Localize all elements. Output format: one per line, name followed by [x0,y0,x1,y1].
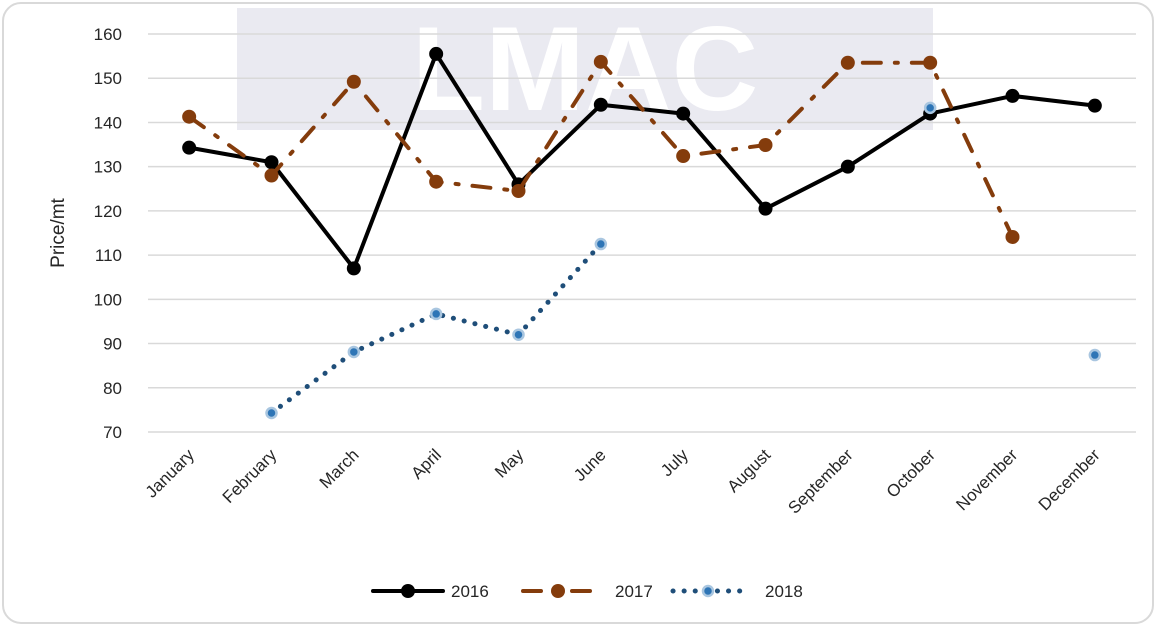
chart: LMAC Price/mt 70 80 90 100 110 120 130 140 150 16… [0,0,1156,626]
y-tick-label: 120 [94,202,122,221]
watermark: LMAC [412,2,759,136]
y-tick-label: 140 [94,113,122,132]
y-tick-label: 130 [94,158,122,177]
y-tick-label: 80 [103,379,122,398]
y-tick-label: 110 [95,246,122,265]
data-point [265,169,279,183]
data-point [596,239,606,249]
y-axis-title: Price/mt [48,197,69,267]
y-tick-label: 150 [94,69,122,88]
y-tick-label: 70 [103,423,122,442]
legend-label: 2016 [451,582,489,601]
legend-marker [703,586,713,596]
y-tick-label: 100 [94,290,122,309]
data-point [594,98,608,112]
legend-marker [551,584,565,598]
data-point [1006,230,1020,244]
data-point [759,202,773,216]
data-point [1090,350,1100,360]
data-point [925,103,935,113]
legend-label: 2017 [615,582,653,601]
data-point [841,160,855,174]
legend-marker [401,584,415,598]
data-point [267,408,277,418]
data-point [347,75,361,89]
data-point [841,56,855,70]
data-point [676,107,690,121]
y-tick-label: 90 [103,335,122,354]
data-point [1006,89,1020,103]
data-point [182,141,196,155]
data-point [1088,99,1102,113]
data-point [431,309,441,319]
y-tick-label: 160 [94,25,122,44]
data-point [923,56,937,70]
legend-label: 2018 [765,582,803,601]
data-point [182,110,196,124]
data-point [514,330,524,340]
data-point [429,47,443,61]
data-point [759,138,773,152]
data-point [429,175,443,189]
data-point [349,347,359,357]
data-point [594,55,608,69]
data-point [347,261,361,275]
data-point [676,149,690,163]
data-point [512,184,526,198]
